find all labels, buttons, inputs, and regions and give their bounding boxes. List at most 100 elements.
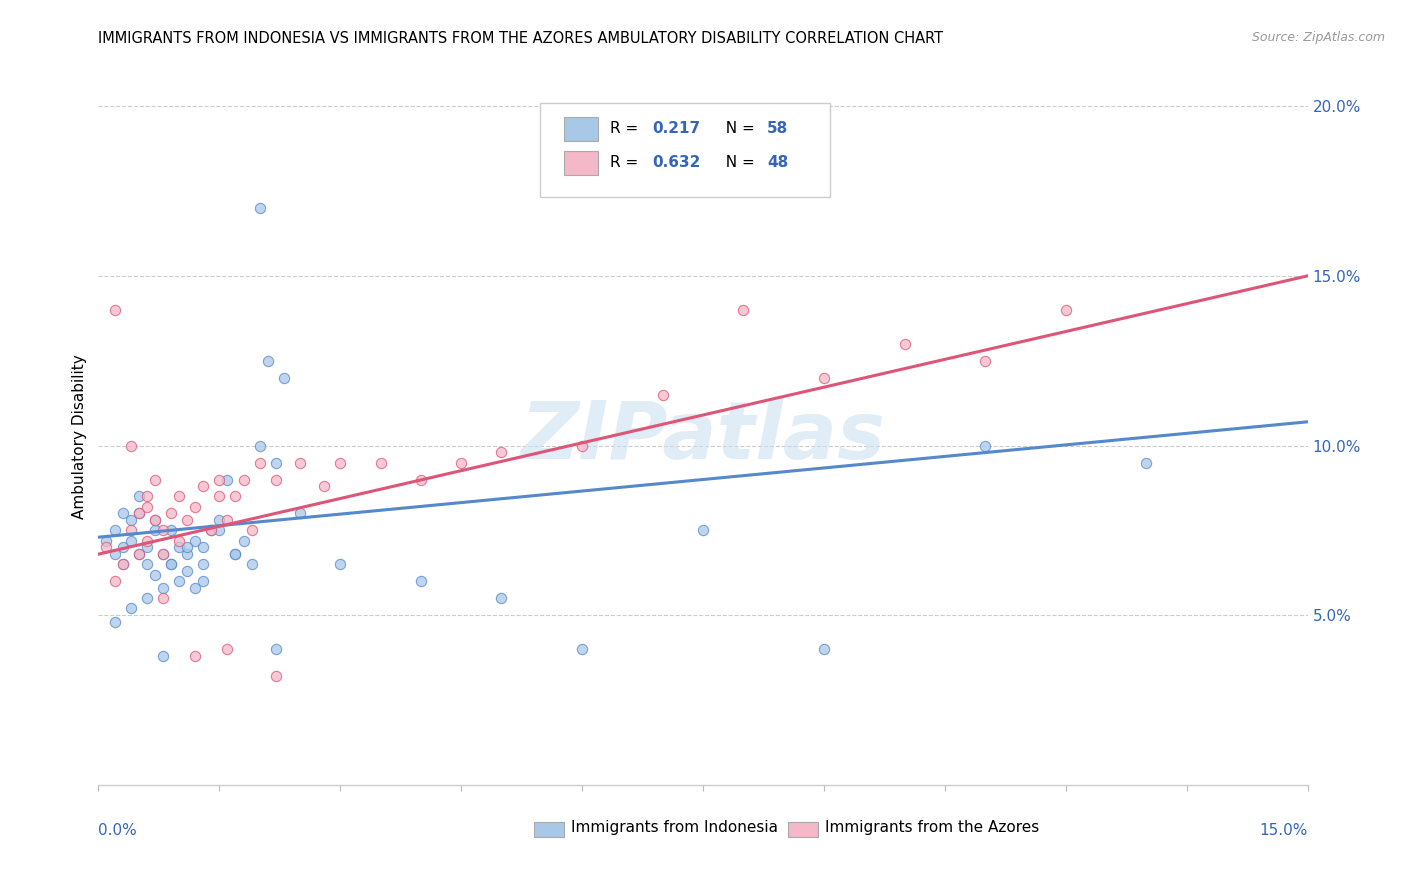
Point: [208, 473, 231, 487]
Point: [135, 591, 157, 606]
Point: [135, 533, 157, 548]
Text: Immigrants from Indonesia: Immigrants from Indonesia: [571, 820, 778, 835]
Text: 58: 58: [768, 121, 789, 136]
FancyBboxPatch shape: [564, 117, 598, 141]
Point: [217, 513, 239, 527]
Text: R =: R =: [610, 155, 643, 170]
Point: [184, 500, 207, 514]
Y-axis label: Ambulatory Disability: Ambulatory Disability: [72, 355, 87, 519]
Point: [128, 507, 150, 521]
Text: 48: 48: [768, 155, 789, 170]
Point: [240, 524, 263, 538]
Text: N =: N =: [716, 155, 759, 170]
Point: [217, 642, 239, 657]
Point: [409, 473, 432, 487]
Point: [288, 456, 311, 470]
Point: [135, 558, 157, 572]
Point: [249, 456, 271, 470]
Point: [314, 479, 336, 493]
Point: [491, 591, 513, 606]
Point: [813, 642, 835, 657]
Point: [651, 387, 673, 401]
Point: [409, 574, 432, 589]
Point: [176, 541, 198, 555]
Point: [200, 524, 222, 538]
Point: [571, 439, 593, 453]
Point: [184, 581, 207, 595]
Point: [120, 439, 142, 453]
Point: [143, 513, 166, 527]
Point: [160, 558, 183, 572]
Point: [143, 524, 166, 538]
Point: [264, 642, 287, 657]
Point: [103, 547, 125, 561]
Point: [264, 669, 287, 683]
Text: 15.0%: 15.0%: [1260, 823, 1308, 838]
Point: [120, 513, 142, 527]
Point: [273, 370, 295, 384]
Text: 0.0%: 0.0%: [98, 823, 138, 838]
Point: [160, 524, 183, 538]
FancyBboxPatch shape: [787, 822, 818, 837]
Point: [111, 507, 134, 521]
Point: [450, 456, 472, 470]
Point: [120, 533, 142, 548]
Point: [143, 473, 166, 487]
Point: [128, 547, 150, 561]
Text: N =: N =: [716, 121, 759, 136]
FancyBboxPatch shape: [534, 822, 564, 837]
Point: [813, 370, 835, 384]
Point: [143, 567, 166, 582]
FancyBboxPatch shape: [564, 151, 598, 176]
Point: [135, 541, 157, 555]
Point: [135, 490, 157, 504]
Point: [217, 473, 239, 487]
Point: [167, 490, 190, 504]
Point: [103, 615, 125, 629]
Text: IMMIGRANTS FROM INDONESIA VS IMMIGRANTS FROM THE AZORES AMBULATORY DISABILITY CO: IMMIGRANTS FROM INDONESIA VS IMMIGRANTS …: [98, 31, 943, 46]
Point: [1054, 302, 1077, 317]
Text: ZIPatlas: ZIPatlas: [520, 398, 886, 476]
Text: Source: ZipAtlas.com: Source: ZipAtlas.com: [1251, 31, 1385, 45]
Point: [200, 524, 222, 538]
Text: 0.217: 0.217: [652, 121, 700, 136]
Point: [176, 513, 198, 527]
Point: [176, 547, 198, 561]
Point: [692, 524, 714, 538]
Point: [184, 648, 207, 663]
Point: [264, 456, 287, 470]
Point: [240, 558, 263, 572]
Point: [184, 533, 207, 548]
Point: [103, 574, 125, 589]
Point: [370, 456, 392, 470]
Point: [329, 456, 352, 470]
Point: [733, 302, 755, 317]
Point: [249, 439, 271, 453]
Point: [208, 524, 231, 538]
Point: [143, 513, 166, 527]
Point: [193, 541, 215, 555]
Point: [167, 574, 190, 589]
Point: [491, 445, 513, 459]
Point: [974, 353, 997, 368]
Point: [571, 642, 593, 657]
Point: [135, 500, 157, 514]
Text: Immigrants from the Azores: Immigrants from the Azores: [825, 820, 1039, 835]
Point: [103, 302, 125, 317]
Point: [167, 533, 190, 548]
Point: [232, 533, 254, 548]
Point: [160, 558, 183, 572]
Point: [96, 533, 118, 548]
Point: [103, 524, 125, 538]
Point: [193, 479, 215, 493]
Point: [193, 558, 215, 572]
Point: [160, 507, 183, 521]
Point: [224, 547, 246, 561]
Point: [128, 490, 150, 504]
Point: [208, 490, 231, 504]
Point: [152, 524, 174, 538]
Point: [224, 490, 246, 504]
Point: [1135, 456, 1157, 470]
Point: [120, 601, 142, 615]
Point: [152, 591, 174, 606]
